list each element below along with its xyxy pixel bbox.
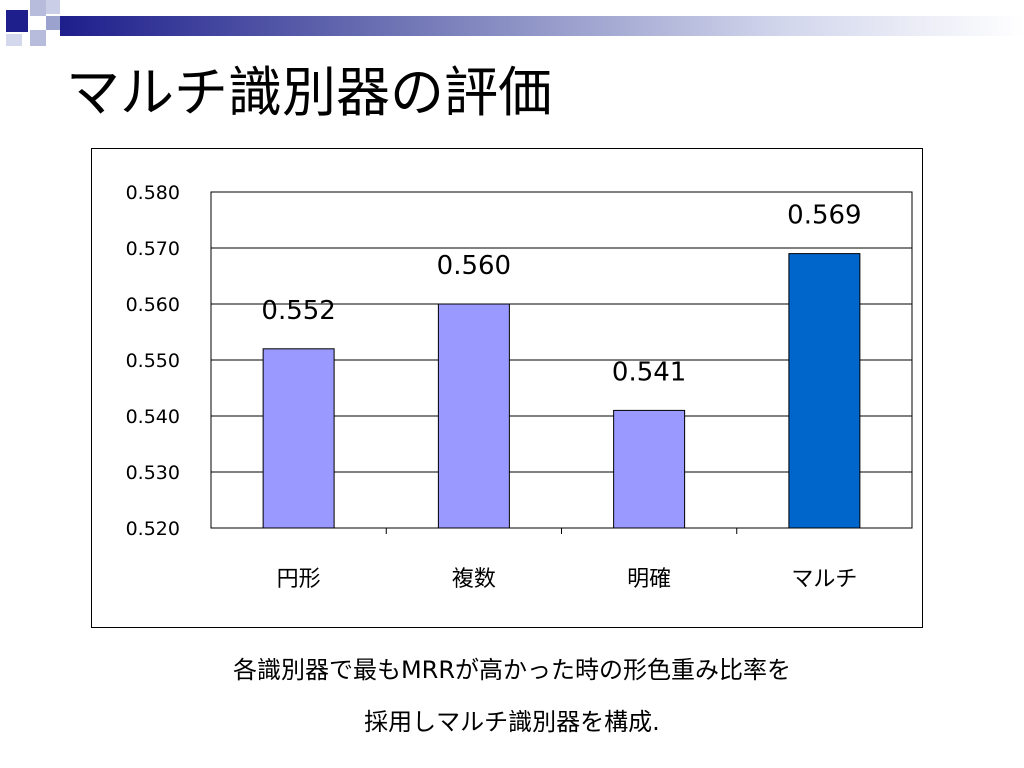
data-label: 0.569 xyxy=(787,201,861,231)
header-gradient-bar xyxy=(60,16,1024,36)
y-tick-label: 0.570 xyxy=(126,238,180,260)
y-tick-label: 0.560 xyxy=(126,294,180,316)
y-tick-label: 0.540 xyxy=(126,406,180,428)
caption-line-1: 各識別器で最もMRRが高かった時の形色重み比率を xyxy=(232,656,792,684)
data-label: 0.541 xyxy=(612,357,686,387)
bar xyxy=(788,253,861,529)
y-tick-label: 0.550 xyxy=(126,350,180,372)
header-square-light xyxy=(6,34,22,46)
bar xyxy=(262,348,335,529)
header-square-mid xyxy=(46,16,60,30)
x-tick-label: マルチ xyxy=(791,567,857,592)
data-label: 0.552 xyxy=(261,296,335,326)
slide-title: マルチ識別器の評価 xyxy=(66,61,552,124)
header-decoration xyxy=(6,0,1024,46)
x-tick-label: 明確 xyxy=(627,567,671,592)
x-tick-label: 円形 xyxy=(277,567,321,592)
bar xyxy=(613,409,686,529)
caption-line-2: 採用しマルチ識別器を構成. xyxy=(364,708,660,736)
header-square-dark xyxy=(6,10,28,32)
data-label: 0.560 xyxy=(437,251,511,281)
bar-chart: 0.520 0.530 0.540 0.550 0.560 0.570 0.580 0.552… xyxy=(126,182,913,592)
y-tick-label: 0.530 xyxy=(126,462,180,484)
y-tick-label: 0.520 xyxy=(126,518,180,540)
y-tick-label: 0.580 xyxy=(126,182,180,204)
header-square-light xyxy=(46,0,60,14)
header-square-light xyxy=(30,30,46,46)
header-square-light xyxy=(30,0,46,16)
chart-frame: 0.520 0.530 0.540 0.550 0.560 0.570 0.580 0.552… xyxy=(91,148,923,628)
x-tick-label: 複数 xyxy=(452,567,496,592)
bar xyxy=(437,303,510,529)
